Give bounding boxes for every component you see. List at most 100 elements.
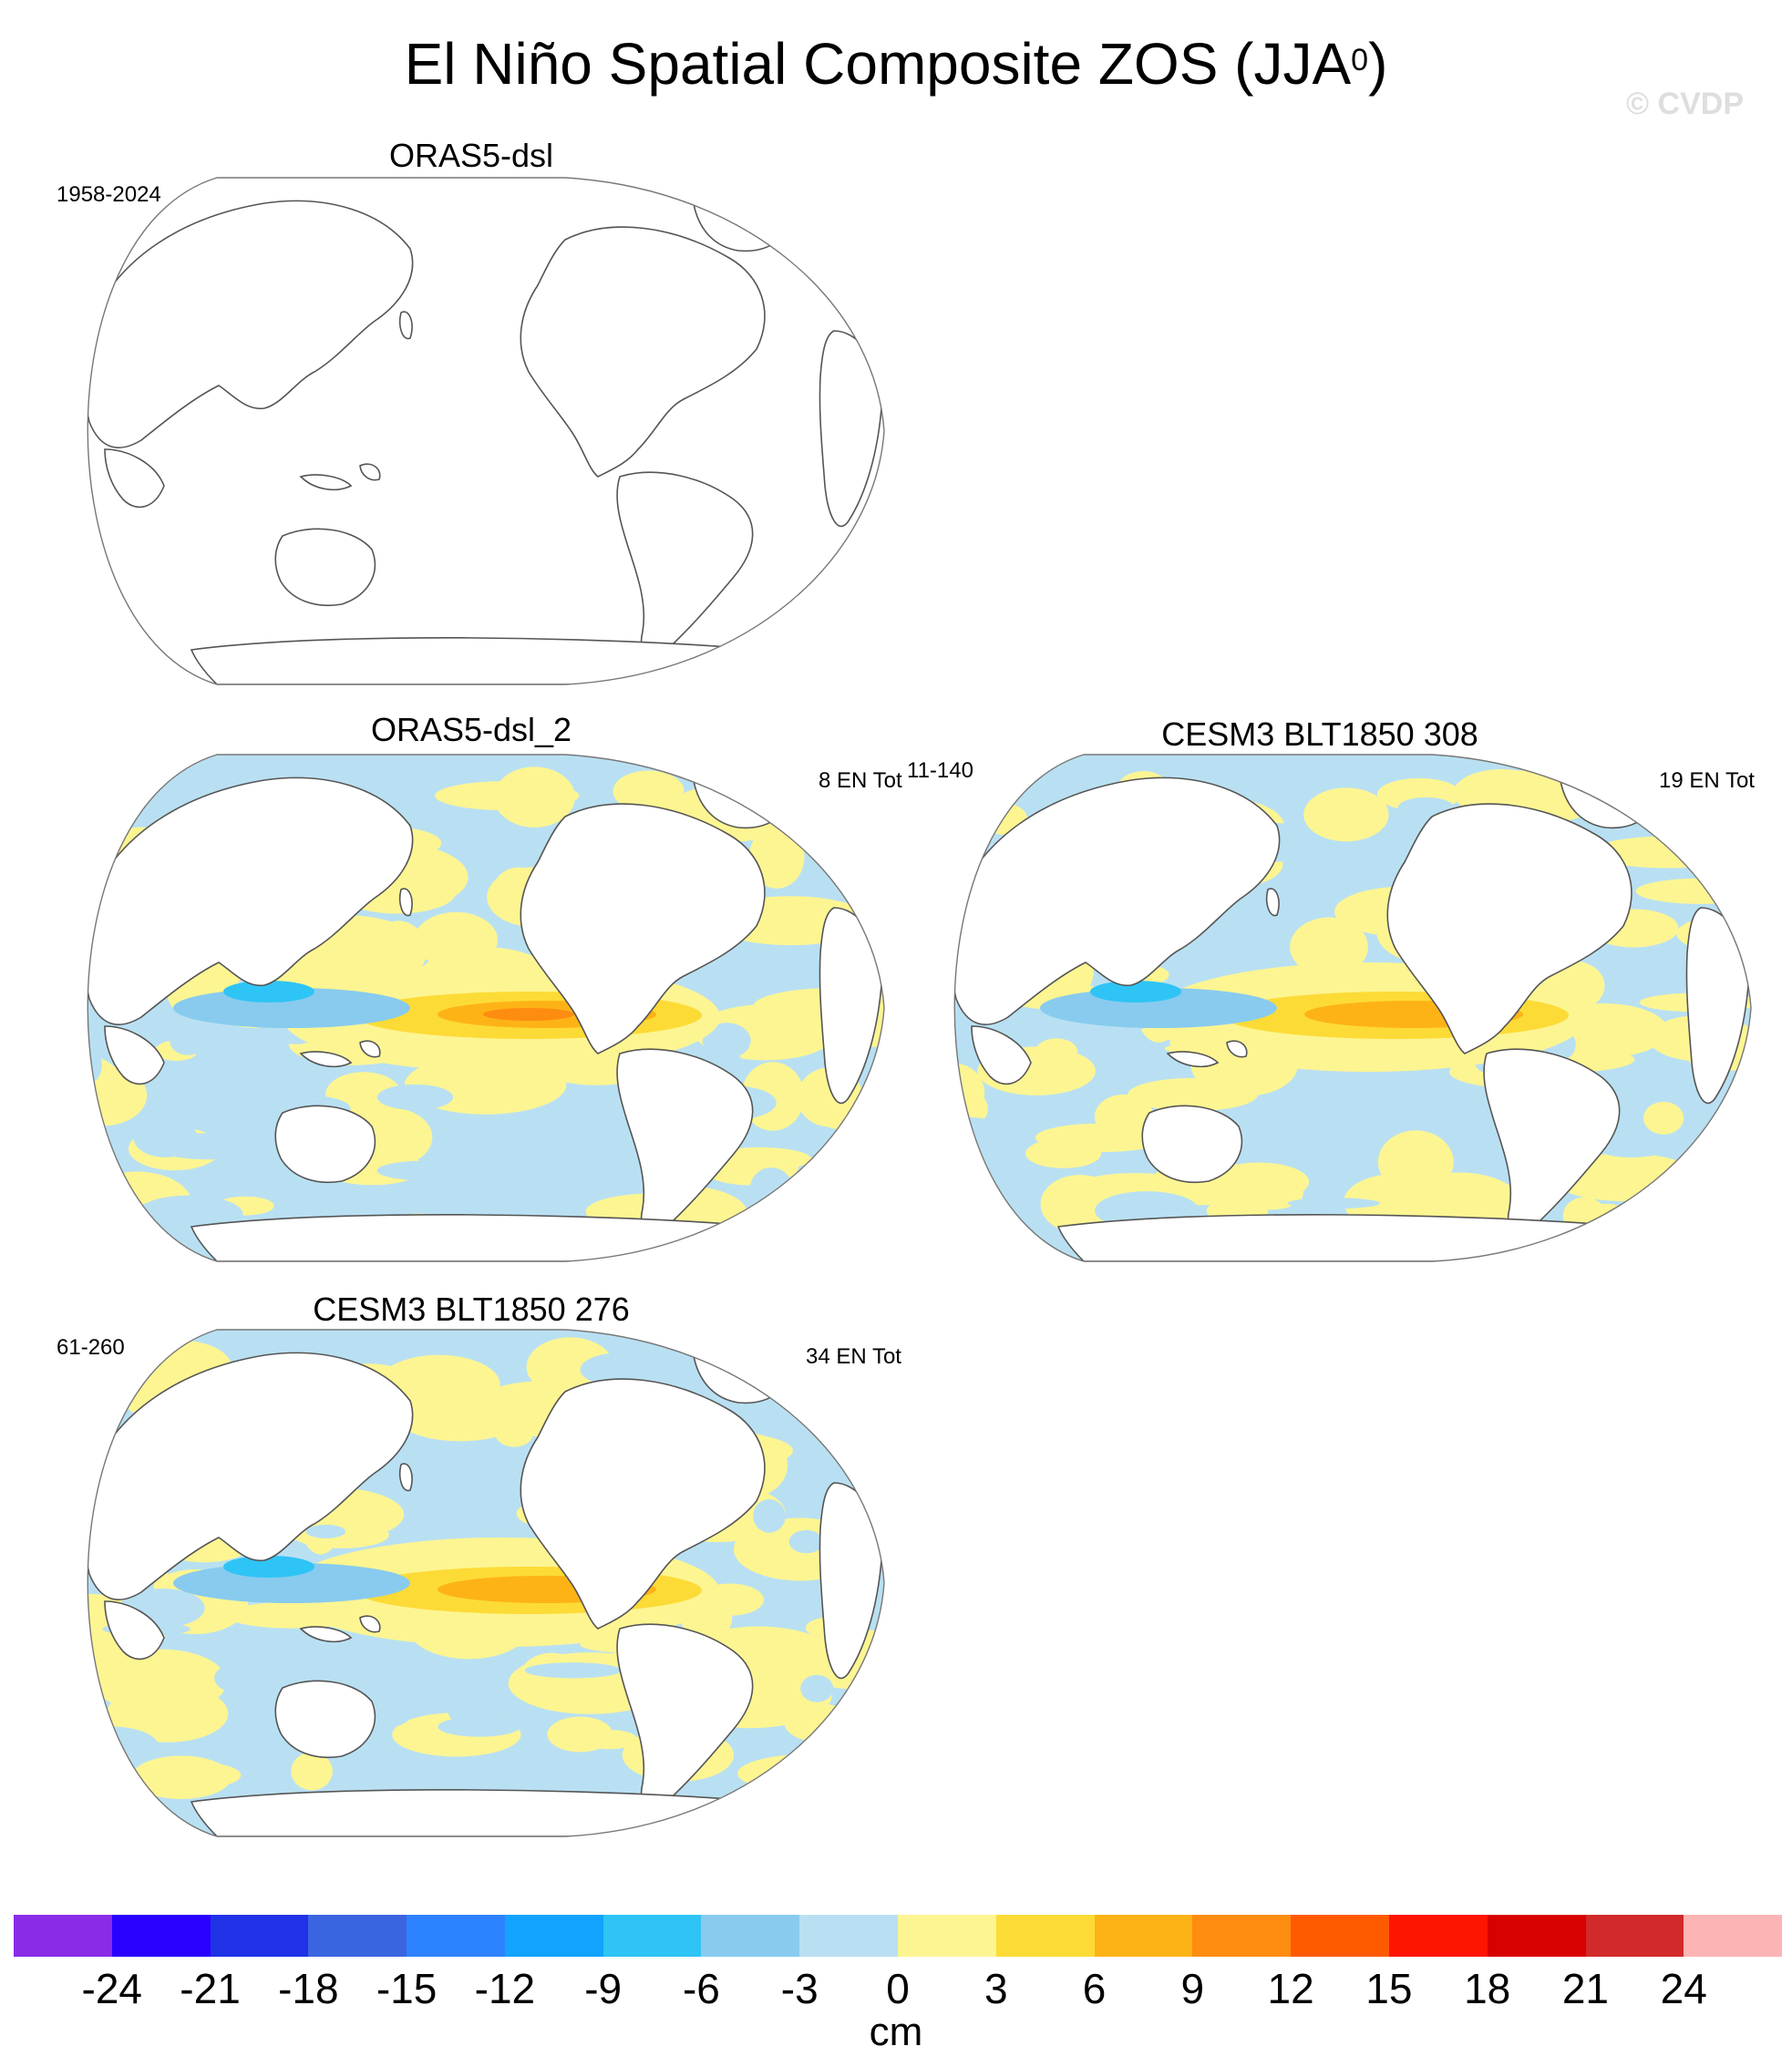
anomaly-positive <box>834 787 884 856</box>
anomaly-negative <box>41 1520 76 1541</box>
figure-title-close: ) <box>1368 31 1388 97</box>
landmass <box>1141 1105 1243 1183</box>
panel-4-title: CESM3 BLT1850 276 <box>313 1291 630 1328</box>
anomaly-positive <box>1680 805 1751 821</box>
colorbar-tick-label: 0 <box>886 1965 910 2012</box>
map-frame <box>87 754 885 1262</box>
figure-title-superscript: 0 <box>1351 43 1369 77</box>
anomaly-positive <box>88 1064 148 1126</box>
landmass <box>299 474 353 491</box>
colorbar-tick-label: 6 <box>1082 1965 1107 2012</box>
colorbar-tick-label: -3 <box>780 1965 819 2012</box>
map-frame <box>87 177 885 685</box>
anomaly-negative <box>792 1211 823 1240</box>
anomaly-positive <box>1035 1123 1169 1153</box>
anomaly-negative <box>1295 853 1373 882</box>
anomaly-positive <box>1290 917 1368 977</box>
anomaly-negative <box>88 1046 102 1085</box>
anomaly-negative <box>838 1190 884 1225</box>
landmass <box>104 448 165 509</box>
landmass <box>1226 1040 1248 1058</box>
landmass <box>1056 1214 1633 1261</box>
panel-2-extra-note: 11-140 <box>907 758 973 783</box>
landmass <box>520 803 766 1054</box>
colorbar-swatch <box>308 1915 407 1957</box>
anomaly-negative <box>376 1084 454 1110</box>
colorbar-unit: cm <box>869 2010 923 2054</box>
anomaly-positive <box>823 772 881 807</box>
anomaly-positive <box>391 1383 530 1442</box>
colorbar-swatch <box>995 1915 1095 1957</box>
anomaly-negative <box>214 1658 304 1698</box>
landmass <box>274 1105 376 1183</box>
anomaly-negative <box>1287 1198 1380 1209</box>
anomaly-positive <box>581 1729 638 1750</box>
landmass <box>520 226 766 478</box>
anomaly-negative <box>524 1662 622 1679</box>
colorbar-tick-label: -9 <box>584 1965 623 2012</box>
landmass <box>88 200 414 448</box>
colorbar-swatch <box>1585 1915 1684 1957</box>
anomaly-negative <box>788 1529 824 1554</box>
colorbar-swatch <box>1094 1915 1193 1957</box>
panel-2-map <box>87 754 885 1262</box>
colorbar-tick-label: 9 <box>1180 1965 1205 2012</box>
landmass <box>88 776 414 1025</box>
panel-3-map <box>953 754 1752 1262</box>
landmass <box>88 1352 414 1600</box>
anomaly-positive <box>435 781 580 811</box>
west-pacific-negative-strong <box>223 981 314 1003</box>
landmass <box>104 1600 165 1661</box>
landmass <box>971 1025 1032 1085</box>
landmass <box>398 888 413 917</box>
anomaly-positive <box>767 1753 863 1819</box>
copyright-watermark: © CVDP <box>1626 87 1744 121</box>
anomaly-positive <box>94 1649 227 1714</box>
colorbar-tick-label: -15 <box>376 1965 438 2012</box>
panel-2-title: ORAS5-dsl_2 <box>370 711 572 748</box>
landmass <box>819 907 883 1105</box>
landmass <box>819 1482 883 1680</box>
colorbar-swatch <box>210 1915 309 1957</box>
colorbar-tick-label: 3 <box>984 1965 1008 2012</box>
anomaly-negative <box>376 1160 471 1181</box>
panel-4-left-note: 61-260 <box>57 1335 125 1360</box>
colorbar-swatch <box>1487 1915 1586 1957</box>
anomaly-negative <box>305 1524 346 1538</box>
colorbar-tick-label: -21 <box>180 1965 241 2012</box>
landmass <box>1685 907 1750 1105</box>
anomaly-positive <box>1209 1162 1310 1202</box>
anomaly-positive <box>784 1702 852 1743</box>
anomaly-positive <box>749 825 805 889</box>
anomaly-negative <box>88 1676 93 1713</box>
landmass <box>190 1789 767 1836</box>
landmass <box>359 1615 381 1633</box>
panel-2-right-note: 8 EN Tot <box>819 768 902 793</box>
anomaly-positive <box>88 971 91 991</box>
anomaly-positive <box>131 1755 232 1799</box>
colorbar-tick-label: 21 <box>1561 1965 1610 2012</box>
anomaly-negative <box>1416 1064 1448 1093</box>
west-pacific-negative-strong <box>223 1556 314 1578</box>
anomaly-negative <box>1408 1095 1499 1108</box>
panel-4-right-note: 34 EN Tot <box>806 1344 901 1369</box>
anomaly-negative <box>804 808 840 836</box>
anomaly-negative <box>954 785 976 798</box>
colorbar <box>14 1915 1783 1957</box>
colorbar-swatch <box>799 1915 899 1957</box>
landmass <box>1265 888 1280 917</box>
landmass <box>1166 1051 1220 1068</box>
panel-1-left-note: 1958-2024 <box>57 182 161 207</box>
anomaly-negative <box>580 1352 664 1387</box>
landmass <box>299 1051 353 1068</box>
landmass <box>359 463 381 481</box>
landmass <box>274 1680 376 1758</box>
map-frame <box>953 754 1752 1262</box>
anomaly-positive <box>369 920 427 981</box>
colorbar-swatch <box>1192 1915 1292 1957</box>
landmass <box>398 311 413 340</box>
anomaly-negative <box>954 835 978 849</box>
anomaly-positive <box>1643 1101 1684 1135</box>
anomaly-negative <box>753 1498 786 1533</box>
colorbar-swatch <box>504 1915 603 1957</box>
